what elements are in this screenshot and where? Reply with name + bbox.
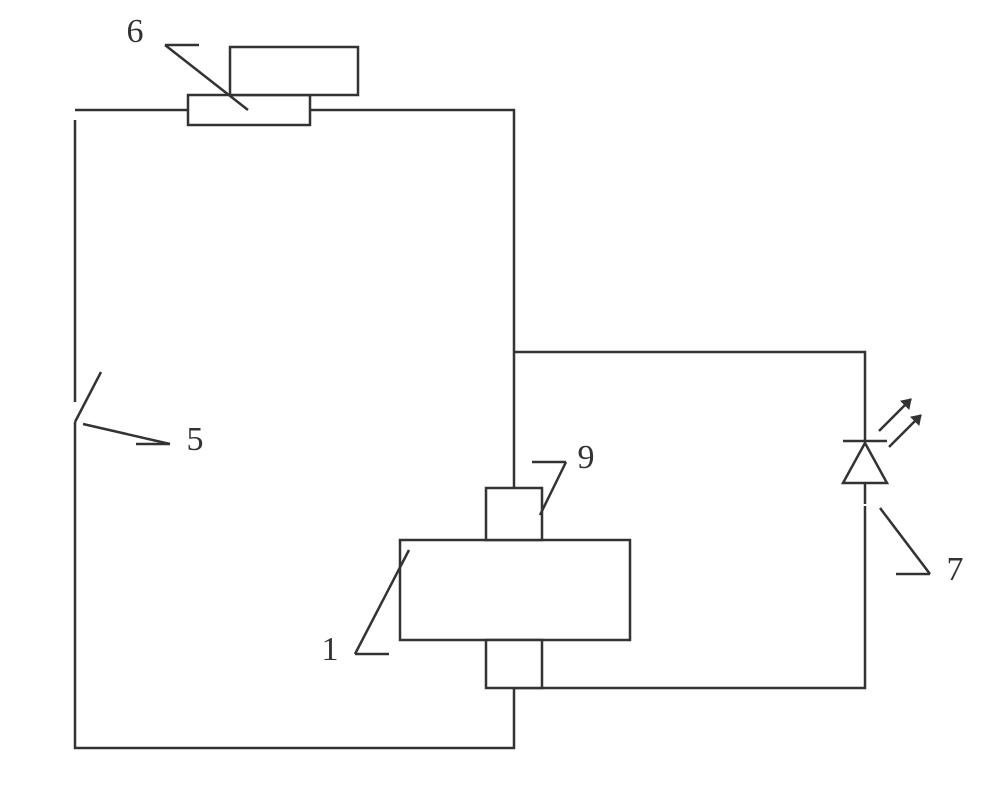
- node-label-block6: 6: [127, 13, 144, 50]
- node-label-tab9: 9: [578, 439, 595, 476]
- node-label-block1: 1: [322, 631, 339, 668]
- node-label-led7: 7: [947, 551, 964, 588]
- node-label-switch5: 5: [187, 421, 204, 458]
